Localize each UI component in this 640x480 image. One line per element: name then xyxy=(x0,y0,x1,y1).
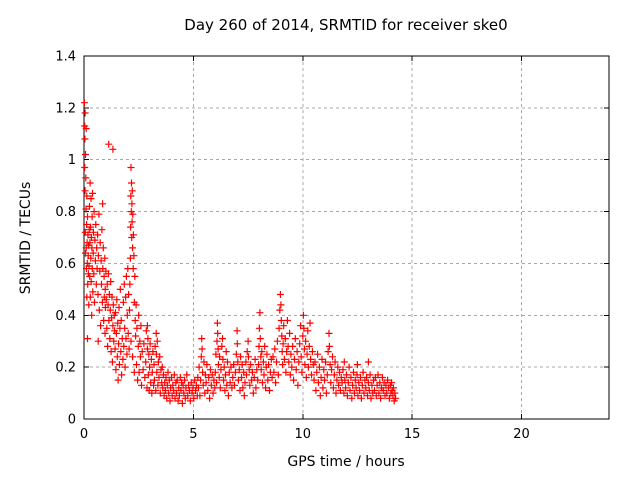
plot-frame xyxy=(83,55,610,420)
y-tick-label: 1.4 xyxy=(55,50,76,65)
data-points xyxy=(80,99,399,407)
y-tick-label: 1.2 xyxy=(55,101,76,116)
plot-border xyxy=(83,55,610,420)
tick-labels: 0 5 10 15 20 0 0.2 0.4 0.6 0.8 1 1.2 1.4 xyxy=(55,50,529,443)
axis-ticks xyxy=(83,55,609,420)
x-tick-label: 5 xyxy=(189,427,197,442)
y-tick-label: 0.2 xyxy=(55,361,76,376)
y-tick-label: 0.4 xyxy=(55,309,76,324)
x-tick-label: 20 xyxy=(513,427,530,442)
x-tick-label: 15 xyxy=(404,427,421,442)
y-tick-label: 1 xyxy=(68,153,76,168)
y-tick-label: 0 xyxy=(68,413,76,428)
y-tick-label: 0.6 xyxy=(55,257,76,272)
x-tick-label: 0 xyxy=(80,427,88,442)
grid-lines xyxy=(84,56,609,419)
chart-title: Day 260 of 2014, SRMTID for receiver ske… xyxy=(184,16,507,34)
y-axis-label: SRMTID / TECUs xyxy=(18,182,34,295)
x-axis-label: GPS time / hours xyxy=(287,454,404,470)
x-tick-label: 10 xyxy=(294,427,311,442)
scatter-series-SRMTID xyxy=(80,99,399,407)
y-tick-label: 0.8 xyxy=(55,205,76,220)
